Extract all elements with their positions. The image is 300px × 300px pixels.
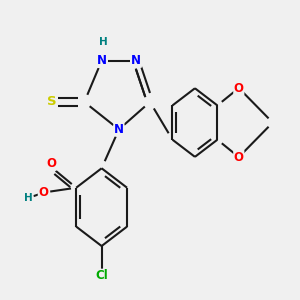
Text: O: O [38,186,48,199]
Text: H: H [99,37,108,46]
Text: Cl: Cl [95,269,108,282]
Text: N: N [97,54,106,67]
Text: H: H [24,193,33,203]
Text: N: N [131,54,141,67]
Text: N: N [114,123,124,136]
Text: S: S [47,95,56,109]
Text: O: O [234,151,244,164]
Text: O: O [234,82,244,94]
Text: O: O [46,157,56,170]
